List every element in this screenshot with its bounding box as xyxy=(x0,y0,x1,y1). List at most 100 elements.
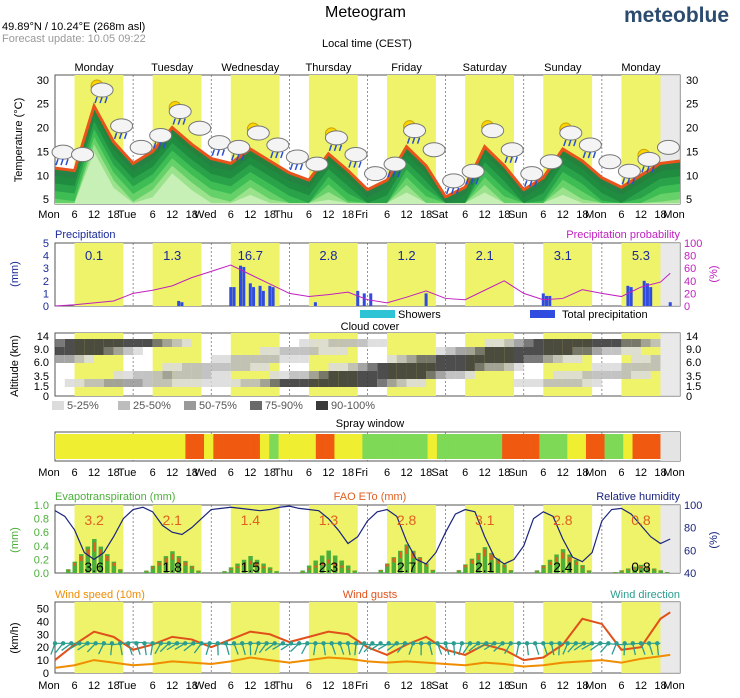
x-tick-label: Thu xyxy=(274,680,293,692)
spray-segment xyxy=(651,434,661,459)
precip-bar xyxy=(548,295,552,306)
x-tick-label: 6 xyxy=(384,467,390,479)
cloud-icon xyxy=(364,166,387,182)
cloud-legend-label: 90-100% xyxy=(331,400,375,412)
fao-bar xyxy=(327,559,330,564)
weather-icon xyxy=(383,156,407,178)
rain-icon xyxy=(231,154,235,161)
rain-icon xyxy=(172,118,176,125)
cloud-cell xyxy=(299,339,309,347)
x-tick-label: Mon xyxy=(38,680,59,692)
rain-icon xyxy=(299,163,304,171)
temp-y-tick-right: 30 xyxy=(686,75,698,87)
cloud-cell xyxy=(631,355,641,363)
showers-legend-label: Showers xyxy=(398,309,441,321)
temp-y-tick-right: 25 xyxy=(686,99,698,111)
wind-direction-arrow xyxy=(159,642,170,653)
evapo-bar xyxy=(534,570,540,573)
x-tick-label: Sat xyxy=(431,680,448,692)
x-tick-label: Sat xyxy=(431,467,448,479)
evapo-bar xyxy=(424,563,429,573)
cloud-cell xyxy=(650,363,661,371)
temp-axis-label: Temperature (°C) xyxy=(13,98,25,182)
x-tick-label: 6 xyxy=(228,209,234,221)
wind-direction-arrow xyxy=(225,643,230,656)
fao-bar xyxy=(158,562,161,566)
weather-icon xyxy=(207,135,231,156)
evapo-bar xyxy=(176,556,182,573)
rain-icon xyxy=(465,178,469,185)
rain-icon xyxy=(582,151,587,159)
daily-precip-total: 0.1 xyxy=(85,248,103,263)
humidity-y-tick: 100 xyxy=(684,500,702,512)
x-tick-label: 6 xyxy=(306,209,312,221)
x-tick-label: 12 xyxy=(166,680,178,692)
fao-bar xyxy=(620,570,623,572)
brand-logo[interactable]: meteoblue xyxy=(624,4,730,27)
cloud-cell xyxy=(328,339,339,347)
cloud-cell xyxy=(181,379,192,387)
cloud-cell xyxy=(142,379,153,387)
fao-bar xyxy=(561,552,565,559)
fao-daily-total: 2.8 xyxy=(397,512,417,528)
day-label: Thursday xyxy=(306,62,352,74)
cloud-cell xyxy=(318,339,329,347)
x-tick-label: 6 xyxy=(228,680,234,692)
wind-direction-arrow xyxy=(581,642,593,650)
spray-window-title: Spray window xyxy=(336,418,405,430)
spray-segment xyxy=(408,434,419,459)
fao-bar xyxy=(503,565,506,568)
spray-segment xyxy=(325,434,335,459)
cloud-cell xyxy=(113,339,124,347)
temp-y-tick-right: 5 xyxy=(686,194,692,206)
evapo-bar xyxy=(85,546,91,573)
cloud-cell xyxy=(74,355,85,363)
evapo-bar xyxy=(105,554,110,573)
cloud-cell xyxy=(211,371,222,379)
spray-segment xyxy=(632,434,643,459)
weather-icon xyxy=(227,139,251,161)
cloud-icon xyxy=(110,118,134,134)
x-tick-label: 12 xyxy=(322,467,334,479)
cloud-cell xyxy=(504,363,514,371)
rain-icon xyxy=(646,166,650,173)
x-tick-label: 6 xyxy=(618,467,624,479)
spray-segment xyxy=(176,434,186,459)
cloud-cell xyxy=(94,379,104,387)
cloud-cell xyxy=(396,363,407,371)
cloud-cell xyxy=(445,363,456,371)
cloud-icon xyxy=(403,123,427,139)
wind-direction-arrow xyxy=(611,643,618,655)
x-tick-label: 18 xyxy=(654,467,666,479)
x-tick-label: 18 xyxy=(498,209,510,221)
cloud-cell xyxy=(221,379,231,387)
cloud-cell xyxy=(396,371,407,379)
evapo-bar xyxy=(482,547,488,573)
wind-direction-arrow xyxy=(504,642,512,654)
precip-bar xyxy=(362,293,366,306)
wind-direction-arrow xyxy=(358,643,365,655)
weather-icon xyxy=(129,139,153,155)
cloud-cell xyxy=(221,355,231,363)
rain-icon xyxy=(338,144,343,152)
cloud-cell xyxy=(582,379,593,387)
spray-segment xyxy=(641,434,652,459)
fao-bar xyxy=(581,566,584,569)
evapo-bar xyxy=(391,557,397,573)
cloud-icon xyxy=(578,137,602,153)
cloud-cell xyxy=(181,371,192,379)
cloud-cell xyxy=(230,355,241,363)
cloud-cell xyxy=(455,371,466,379)
evapo-y-tick: 0.4 xyxy=(34,541,49,553)
x-tick-label: 12 xyxy=(557,680,569,692)
temp-y-tick-left: 10 xyxy=(37,170,49,182)
x-tick-label: Mon xyxy=(38,467,59,479)
cloud-cell xyxy=(484,363,495,371)
temp-y-tick-left: 25 xyxy=(37,99,49,111)
wind-direction-arrow xyxy=(396,642,406,654)
cloud-cell xyxy=(377,339,388,347)
cloud-cell xyxy=(435,363,446,371)
cloud-cell xyxy=(191,371,202,379)
precip-bar xyxy=(248,283,252,306)
day-label: Monday xyxy=(74,62,114,74)
